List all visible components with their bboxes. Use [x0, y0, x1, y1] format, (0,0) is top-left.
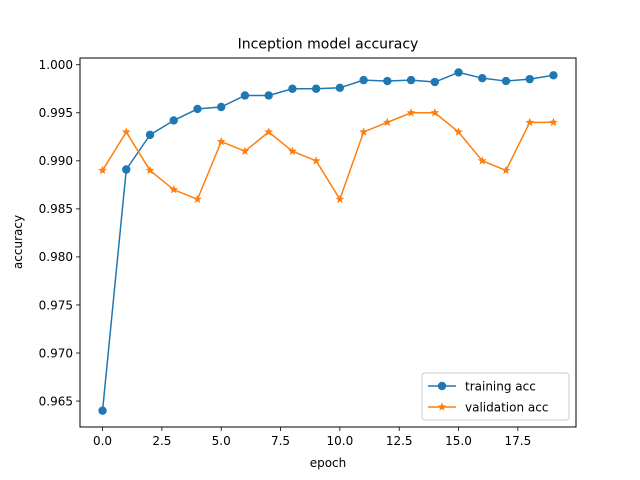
legend-marker	[437, 402, 447, 411]
data-point	[359, 75, 368, 85]
data-point	[240, 146, 250, 155]
x-tick-label: 2.5	[152, 434, 171, 448]
data-point	[525, 117, 535, 127]
data-point	[359, 127, 368, 136]
y-tick-label: 0.965	[39, 394, 73, 408]
series-line	[101, 112, 554, 201]
y-axis-ticks: 0.965 0.970 0.975 0.980 0.985 0.990 0.995 1.000	[39, 58, 80, 408]
data-point	[288, 84, 297, 93]
data-point	[525, 74, 534, 84]
data-point	[430, 77, 439, 87]
data-point	[335, 194, 345, 203]
legend: training acc validation acc	[421, 372, 570, 421]
data-point	[98, 406, 107, 415]
data-point	[477, 156, 487, 165]
legend-entry: training acc	[428, 379, 536, 393]
data-point	[145, 130, 155, 140]
axes-frame	[79, 57, 577, 428]
y-tick-label: 0.995	[39, 106, 73, 120]
data-point	[335, 83, 345, 92]
data-point	[549, 117, 558, 127]
y-axis-label: accuracy	[11, 215, 25, 269]
data-point	[98, 165, 107, 175]
x-tick-label: 15.0	[445, 434, 472, 448]
data-point	[264, 91, 273, 100]
x-tick-label: 17.5	[504, 434, 531, 448]
data-point	[383, 76, 392, 86]
legend-box	[421, 372, 570, 421]
series-validation-acc	[98, 108, 558, 203]
data-point	[193, 194, 202, 203]
y-tick-label: 0.975	[39, 298, 73, 312]
legend-marker	[437, 381, 447, 391]
x-tick-label: 7.5	[271, 434, 290, 448]
x-axis-ticks: 0.0 2.5 5.0 7.5 10.0 12.5 15.0 17.5	[93, 427, 531, 448]
plot-area	[98, 68, 558, 415]
x-axis-label: epoch	[310, 456, 347, 470]
data-point	[454, 68, 463, 77]
data-point	[549, 71, 558, 80]
data-point	[501, 165, 511, 175]
y-tick-label: 0.990	[39, 154, 73, 168]
data-point	[430, 108, 440, 117]
data-point	[240, 91, 250, 100]
y-tick-label: 0.970	[39, 346, 73, 360]
data-point	[216, 137, 226, 146]
legend-label: validation acc	[465, 400, 548, 414]
data-point	[501, 76, 511, 86]
data-point	[478, 73, 487, 83]
data-point	[193, 104, 202, 114]
data-point	[454, 127, 463, 136]
x-tick-label: 5.0	[212, 434, 231, 448]
data-point	[311, 156, 321, 165]
chart-title: Inception model accuracy	[238, 37, 419, 53]
data-point	[264, 127, 274, 136]
data-point	[169, 116, 178, 125]
y-tick-label: 0.985	[39, 202, 73, 216]
legend-label: training acc	[465, 379, 536, 393]
x-tick-label: 10.0	[327, 434, 354, 448]
data-point	[406, 75, 416, 85]
y-tick-label: 1.000	[39, 58, 73, 72]
data-point	[311, 84, 321, 93]
data-point	[382, 117, 392, 127]
data-point	[145, 165, 155, 175]
x-tick-label: 12.5	[386, 434, 413, 448]
y-tick-label: 0.980	[39, 250, 73, 264]
legend-entry: validation acc	[428, 400, 548, 414]
data-point	[217, 102, 226, 112]
data-point	[121, 127, 131, 136]
x-tick-label: 0.0	[93, 434, 112, 448]
data-point	[122, 165, 131, 174]
data-point	[169, 185, 179, 194]
data-point	[288, 146, 297, 155]
data-point	[406, 108, 416, 117]
series-training-acc	[98, 68, 558, 415]
